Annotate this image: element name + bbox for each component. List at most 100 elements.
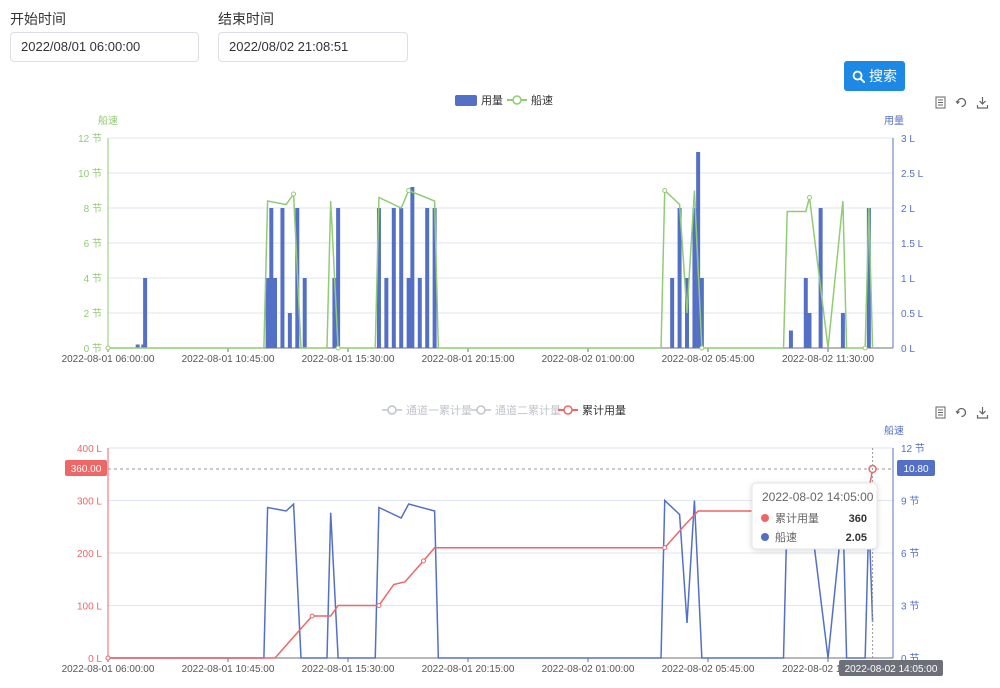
usage-bar [332,278,337,348]
usage-bar [840,313,845,348]
usage-bar [384,278,389,348]
chart1-right-axis-name: 用量 [884,115,904,127]
usage-bar [302,278,307,348]
right-tick-label: 3 L [901,134,915,145]
x-tick-label: 2022-08-02 01:00:00 [542,354,635,365]
download-icon[interactable] [976,96,989,109]
legend-cumulative-label[interactable]: 累计用量 [582,404,626,417]
chart2-toolbox [934,406,989,419]
legend-channel1-label[interactable]: 通道一累计量 [406,403,472,417]
chart1-toolbox [934,96,989,109]
speed-point [105,345,111,351]
x-tick-label: 2022-08-01 15:30:00 [302,354,395,365]
right-tick-label: 1.5 L [901,239,924,250]
tooltip-row1-name: 累计用量 [775,512,819,525]
speed-point [335,345,341,351]
usage-bar [391,208,396,348]
left-tick-label: 0 节 [84,343,102,355]
usage-bar [677,208,682,348]
right-tick-label: 9 节 [901,496,919,508]
restore-icon[interactable] [955,406,968,419]
left-tick-label: 100 L [77,602,102,613]
data-view-icon[interactable] [934,96,947,109]
usage-bar [803,278,808,348]
markline-left-value: 360.00 [71,464,102,475]
x-tick-label: 2022-08-01 10:45:00 [182,664,275,675]
x-tick-label: 2022-08-02 05:45:00 [662,664,755,675]
markline-left-badge [65,460,107,476]
speed-point [291,191,297,197]
left-tick-label: 400 L [77,444,102,455]
download-icon[interactable] [976,406,989,419]
markline-right-value: 10.80 [903,464,928,475]
left-tick-label: 4 节 [84,273,102,285]
x-tick-label: 2022-08-01 15:30:00 [302,664,395,675]
right-tick-label: 12 节 [901,443,925,455]
usage-bar [788,330,793,348]
cumulative-point [420,558,426,564]
left-tick-label: 8 节 [84,203,102,215]
usage-bar [143,278,148,348]
x-tick-label: 2022-08-02 11:30:00 [782,664,875,675]
chart2-right-axis-name: 船速 [884,424,904,437]
x-tick-label: 2022-08-02 01:00:00 [542,664,635,675]
restore-icon[interactable] [955,96,968,109]
speed-point [406,188,412,193]
left-tick-label: 2 节 [84,308,102,320]
legend-speed-marker[interactable] [512,95,522,105]
speed-point [862,345,868,351]
speed-point [806,195,812,200]
right-tick-label: 6 节 [901,548,919,560]
cumulative-usage-chart: 通道一累计量 通道二累计量 累计用量 船速 0 L 100 L 200 L 300 L… [62,403,943,676]
speed-point [699,345,705,351]
start-time-label: 开始时间 [10,11,66,27]
chart2-legend: 通道一累计量 通道二累计量 累计用量 [382,403,626,417]
speed-point [662,188,668,193]
svg-text:2022-08-02 14:05:00: 2022-08-02 14:05:00 [845,664,938,675]
usage-bar [692,208,697,348]
usage-bar [269,208,274,348]
left-tick-label: 10 节 [78,168,102,180]
usage-bar [417,278,422,348]
speed-line [108,188,874,349]
x-tick-label: 2022-08-01 20:15:00 [422,664,515,675]
usage-bar [336,208,341,348]
usage-bar [696,152,701,348]
data-view-icon[interactable] [934,406,947,419]
search-button[interactable]: 搜索 [844,61,905,91]
usage-bar [699,278,704,348]
usage-bar [425,208,430,348]
right-tick-label: 0 L [901,344,915,355]
tooltip-title: 2022-08-02 14:05:00 [762,490,874,504]
usage-bar [399,208,404,348]
cumulative-point [662,545,668,551]
legend-channel2-label[interactable]: 通道二累计量 [495,403,561,417]
cumulative-point [105,655,111,661]
start-time-input[interactable]: 2022/08/01 06:00:00 [10,32,199,62]
axis-pointer-label: 2022-08-02 14:05:00 [839,660,943,676]
tooltip-row2-name: 船速 [775,530,797,544]
legend-speed-label[interactable]: 船速 [531,93,553,107]
usage-bar [406,278,411,348]
x-tick-label: 2022-08-01 06:00:00 [62,354,155,365]
left-tick-label: 300 L [77,497,102,508]
end-time-label: 结束时间 [218,11,274,27]
left-tick-label: 0 L [88,654,102,665]
left-tick-label: 200 L [77,549,102,560]
usage-bar [280,208,285,348]
legend-usage-label[interactable]: 用量 [481,94,503,107]
right-tick-label: 2 L [901,204,915,215]
legend-usage-marker[interactable] [455,95,477,106]
markline-right-badge [897,460,935,476]
usage-bar [265,278,270,348]
usage-bar [818,208,823,348]
usage-bar [287,313,292,348]
left-tick-label: 6 节 [84,238,102,250]
cumulative-point [376,603,382,608]
search-button-label: 搜索 [869,68,897,84]
right-tick-label: 1 L [901,274,915,285]
end-time-input[interactable]: 2022/08/02 21:08:51 [218,32,408,62]
usage-bar [410,187,415,348]
right-tick-label: 2.5 L [901,169,924,180]
usage-bar [807,313,812,348]
